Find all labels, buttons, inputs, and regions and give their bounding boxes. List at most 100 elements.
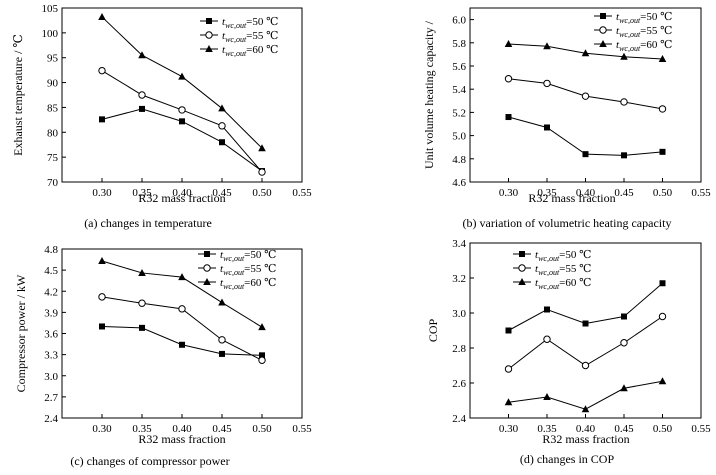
y-tick-label: 4.8: [452, 154, 466, 166]
data-point: [218, 298, 226, 306]
legend-label: twc,out=60 ℃: [616, 39, 672, 53]
legend-symbol: t: [616, 11, 620, 23]
data-point: [544, 306, 550, 313]
y-tick-label: 2.4: [452, 413, 466, 425]
x-tick-label: 0.45: [212, 423, 232, 435]
y-tick-label: 2.8: [452, 343, 466, 355]
legend-subscript: wc,out: [225, 21, 247, 30]
series-triangle: [98, 256, 266, 331]
x-tick-label: 0.55: [292, 423, 312, 435]
y-tick-label: 5.6: [452, 61, 466, 73]
x-tick-label: 0.55: [292, 187, 312, 199]
legend-symbol: t: [220, 249, 224, 261]
data-point: [98, 293, 106, 301]
data-point: [258, 144, 266, 152]
series-triangle: [504, 39, 667, 63]
x-axis-label: R32 mass fraction: [528, 191, 615, 205]
series-triangle: [504, 377, 667, 413]
legend-value: =55 ℃: [559, 263, 591, 275]
legend-label: twc,out=55 ℃: [222, 30, 278, 44]
legend-value: =60 ℃: [640, 39, 672, 51]
legend-subscript: wc,out: [223, 268, 245, 277]
legend-symbol: t: [616, 25, 620, 37]
data-point: [98, 12, 106, 20]
legend-label: twc,out=50 ℃: [535, 249, 591, 263]
legend-subscript: wc,out: [225, 35, 247, 44]
data-point: [178, 273, 186, 281]
legend-label: twc,out=55 ℃: [616, 25, 672, 39]
series-line: [101, 325, 263, 356]
x-tick-label: 0.30: [499, 423, 519, 435]
y-tick-label: 100: [42, 28, 59, 40]
y-tick-label: 3.2: [452, 273, 466, 285]
series-square: [505, 280, 666, 334]
data-point: [99, 116, 105, 123]
legend-symbol: t: [222, 44, 226, 56]
y-tick-label: 4.2: [44, 286, 58, 298]
legend-subscript: wc,out: [538, 254, 560, 263]
data-point: [178, 106, 186, 114]
data-point: [620, 339, 628, 347]
data-point: [98, 66, 106, 75]
series-square: [505, 114, 666, 159]
data-point: [138, 268, 146, 276]
legend-label: twc,out=50 ℃: [220, 249, 276, 263]
x-tick-label: 0.45: [614, 187, 634, 199]
x-tick-label: 0.50: [653, 187, 673, 199]
data-point: [658, 55, 667, 63]
data-point: [504, 365, 513, 373]
series-line: [101, 108, 263, 172]
data-point: [218, 104, 226, 112]
legend-marker: [600, 13, 606, 19]
data-point: [543, 79, 551, 88]
legend-marker: [203, 264, 211, 272]
y-tick-label: 3.0: [452, 308, 466, 320]
legend-value: =60 ℃: [559, 277, 591, 289]
y-axis-label: Unit volume heating capacity /: [422, 20, 436, 169]
legend-label: twc,out=50 ℃: [222, 16, 278, 30]
data-point: [544, 124, 550, 131]
legend-marker: [203, 278, 211, 285]
y-tick-label: 3.9: [44, 307, 58, 319]
y-tick-label: 5.8: [452, 38, 466, 50]
chart-caption: (c) changes of compressor power: [70, 454, 229, 468]
series-circle: [98, 66, 266, 176]
legend-subscript: wc,out: [538, 268, 560, 277]
chart-caption: (b) variation of volumetric heating capa…: [463, 216, 672, 230]
y-tick-label: 4.8: [44, 244, 58, 256]
data-point: [504, 39, 513, 47]
data-point: [581, 361, 590, 370]
data-point: [543, 42, 551, 50]
legend-symbol: t: [535, 263, 539, 275]
x-tick-label: 0.55: [691, 423, 711, 435]
series-line: [508, 380, 663, 410]
chart-caption: (d) changes in COP: [520, 452, 615, 466]
data-point: [179, 341, 185, 348]
x-tick-label: 0.40: [576, 423, 596, 435]
x-tick-label: 0.50: [653, 423, 673, 435]
data-point: [543, 335, 551, 343]
y-tick-label: 4.5: [44, 265, 58, 277]
data-point: [98, 256, 106, 264]
data-point: [178, 305, 186, 313]
legend-marker: [205, 45, 213, 52]
data-point: [178, 72, 186, 80]
data-point: [219, 350, 225, 357]
data-point: [659, 148, 666, 155]
x-tick-label: 0.55: [691, 187, 711, 199]
data-point: [219, 139, 225, 146]
legend-subscript: wc,out: [225, 49, 247, 58]
x-tick-label: 0.30: [499, 187, 519, 199]
legend-label: twc,out=55 ℃: [535, 263, 591, 277]
data-point: [138, 299, 146, 307]
y-tick-label: 5.0: [452, 131, 466, 143]
legend-value: =60 ℃: [244, 277, 276, 289]
legend-label: twc,out=50 ℃: [616, 11, 672, 25]
legend-value: =50 ℃: [640, 11, 672, 23]
legend-symbol: t: [222, 16, 226, 28]
legend-subscript: wc,out: [619, 16, 641, 25]
y-tick-label: 5.4: [452, 84, 466, 96]
x-axis-label: R32 mass fraction: [138, 191, 225, 205]
